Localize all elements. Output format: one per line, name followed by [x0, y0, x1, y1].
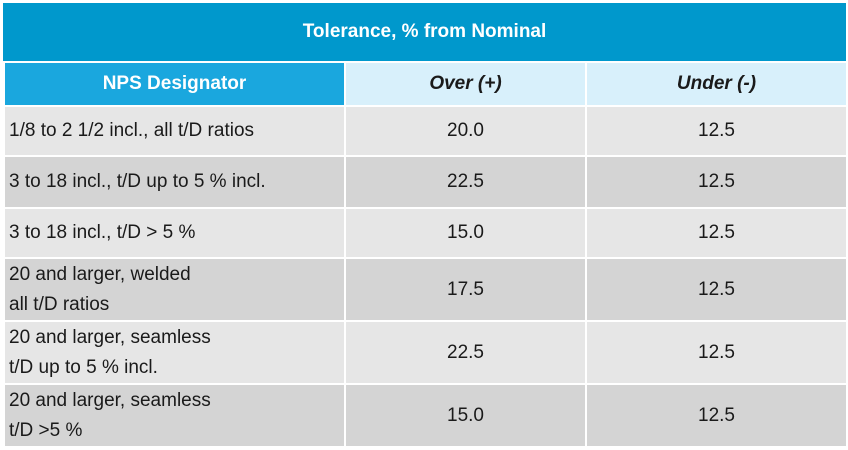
- nps-designator-cell: 20 and larger, welded all t/D ratios: [3, 257, 346, 322]
- nps-designator-cell: 20 and larger, seamless t/D >5 %: [3, 383, 346, 448]
- header-over: Over (+): [344, 61, 587, 107]
- over-cell: 20.0: [344, 105, 587, 157]
- over-cell: 22.5: [344, 320, 587, 385]
- table-row: 1/8 to 2 1/2 incl., all t/D ratios 20.0 …: [3, 105, 848, 157]
- table-row: 20 and larger, seamless t/D >5 % 15.0 12…: [3, 383, 848, 448]
- header-nps-designator: NPS Designator: [3, 61, 346, 107]
- designator-line: 1/8 to 2 1/2 incl., all t/D ratios: [9, 120, 255, 141]
- under-cell: 12.5: [585, 383, 848, 448]
- designator-line: t/D >5 %: [9, 419, 83, 441]
- nps-designator-cell: 3 to 18 incl., t/D > 5 %: [3, 207, 346, 259]
- nps-designator-cell: 1/8 to 2 1/2 incl., all t/D ratios: [3, 105, 346, 157]
- designator-line: 20 and larger, welded: [9, 263, 191, 285]
- nps-designator-cell: 3 to 18 incl., t/D up to 5 % incl.: [3, 155, 346, 209]
- designator-line: all t/D ratios: [9, 293, 110, 315]
- tolerance-table: NPS Designator Over (+) Under (-) 1/8 to…: [3, 61, 848, 448]
- designator-line: t/D up to 5 % incl.: [9, 356, 158, 378]
- under-cell: 12.5: [585, 155, 848, 209]
- header-under: Under (-): [585, 61, 848, 107]
- over-cell: 17.5: [344, 257, 587, 322]
- over-cell: 15.0: [344, 383, 587, 448]
- designator-line: 3 to 18 incl., t/D up to 5 % incl.: [9, 171, 266, 192]
- under-cell: 12.5: [585, 257, 848, 322]
- designator-line: 20 and larger, seamless: [9, 389, 211, 411]
- over-cell: 22.5: [344, 155, 587, 209]
- tolerance-table-container: Tolerance, % from Nominal NPS Designator…: [3, 3, 848, 448]
- table-row: 3 to 18 incl., t/D > 5 % 15.0 12.5: [3, 207, 848, 259]
- table-row: 20 and larger, seamless t/D up to 5 % in…: [3, 320, 848, 385]
- designator-line: 3 to 18 incl., t/D > 5 %: [9, 222, 196, 243]
- table-row: 3 to 18 incl., t/D up to 5 % incl. 22.5 …: [3, 155, 848, 209]
- table-row: 20 and larger, welded all t/D ratios 17.…: [3, 257, 848, 322]
- table-title: Tolerance, % from Nominal: [3, 3, 846, 61]
- designator-line: 20 and larger, seamless: [9, 326, 211, 348]
- under-cell: 12.5: [585, 105, 848, 157]
- nps-designator-cell: 20 and larger, seamless t/D up to 5 % in…: [3, 320, 346, 385]
- under-cell: 12.5: [585, 207, 848, 259]
- header-row: NPS Designator Over (+) Under (-): [3, 61, 848, 107]
- under-cell: 12.5: [585, 320, 848, 385]
- over-cell: 15.0: [344, 207, 587, 259]
